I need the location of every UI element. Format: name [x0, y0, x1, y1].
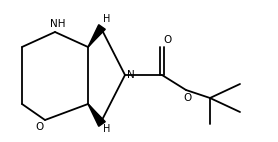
Text: NH: NH — [50, 19, 66, 29]
Text: H: H — [103, 14, 111, 24]
Polygon shape — [88, 25, 105, 47]
Text: N: N — [127, 70, 135, 80]
Text: O: O — [35, 122, 43, 132]
Text: H: H — [103, 124, 111, 134]
Polygon shape — [88, 104, 105, 126]
Text: O: O — [184, 93, 192, 103]
Text: O: O — [164, 35, 172, 45]
